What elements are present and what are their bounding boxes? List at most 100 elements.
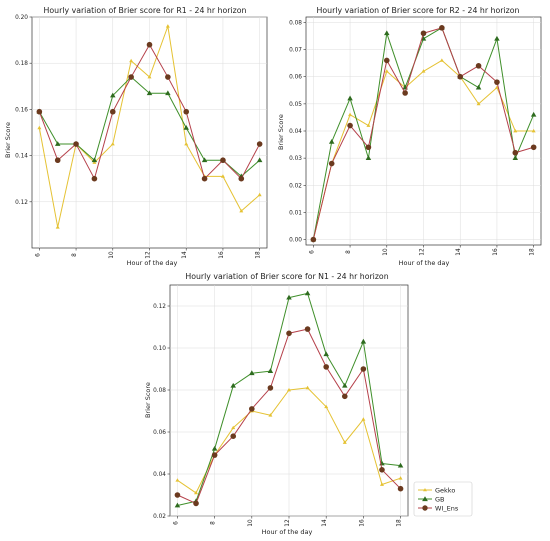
y-tick-labels: 0.02 0.04 0.06 0.08 0.10 0.12 [153,304,170,520]
grid [306,17,541,245]
data-point-wi-ens [402,90,408,96]
x-tick-labels: 6 8 10 12 14 16 18 [173,516,403,527]
legend-label-gb: GB [435,496,445,504]
y-tick-label: 0.18 [15,61,28,67]
y-tick-label: 0.02 [289,183,302,189]
x-tick-label: 6 [309,250,315,254]
data-point-wi-ens [238,175,245,182]
data-point-gb [397,462,404,468]
data-point-gekko [379,482,384,486]
data-point-gb [360,338,367,344]
data-point-gb [347,95,353,101]
data-point-wi-ens [220,157,226,164]
data-point-gekko [92,160,97,164]
data-point-gekko [287,387,291,392]
x-tick-label: 12 [146,251,152,259]
data-point-gekko [55,225,60,229]
data-point-wi-ens [328,160,335,167]
x-tick-labels: 6 8 10 12 14 16 18 [309,245,536,256]
series-layer [36,24,263,229]
data-point-wi-ens [457,73,464,80]
y-tick-label: 0.05 [289,102,302,108]
data-point-gekko [398,476,403,480]
x-tick-label: 10 [109,251,115,259]
data-point-gekko [220,174,225,178]
x-tick-label: 14 [322,519,328,527]
data-point-gb [91,157,98,163]
x-tick-label: 16 [493,248,499,256]
x-tick-label: 10 [383,248,389,256]
data-point-gekko [476,101,481,106]
data-point-wi-ens [439,25,445,31]
data-point-gekko [439,58,444,62]
data-point-wi-ens [73,141,79,147]
chart-title: Hourly variation of Brier score for R1 -… [44,6,247,15]
data-point-gekko [257,192,262,197]
y-tick-label: 0.08 [289,20,302,26]
data-point-gekko [184,141,189,146]
legend-marker-wi-ens [422,505,428,511]
y-tick-labels: 0.12 0.14 0.16 0.18 0.20 [15,15,32,206]
data-point-gb [494,35,500,41]
data-point-wi-ens [183,108,190,115]
data-point-gb [304,290,311,296]
data-point-gb [230,382,236,388]
y-tick-label: 0.01 [289,210,302,216]
data-point-gekko [305,385,310,390]
data-point-wi-ens [512,149,519,156]
legend-label-gekko: Gekko [435,487,455,495]
data-point-wi-ens [230,433,237,440]
y-tick-label: 0.00 [289,238,302,244]
y-tick-label: 0.02 [153,514,166,520]
data-point-wi-ens [54,157,61,164]
y-axis-label: Brier Score [277,114,285,150]
data-point-gb [384,30,390,36]
y-axis-label: Brier Score [144,382,152,418]
data-point-gekko [494,85,499,89]
data-point-gekko [342,440,347,444]
data-point-wi-ens [211,452,218,458]
data-point-wi-ens [109,108,116,115]
data-point-gb [146,90,153,96]
y-tick-label: 0.12 [153,304,166,310]
x-tick-label: 8 [72,253,78,257]
legend-marker-gekko [423,488,427,492]
data-point-wi-ens [530,144,537,151]
data-point-wi-ens [360,366,367,372]
x-tick-label: 8 [346,250,352,254]
data-point-gekko [194,490,199,495]
legend-entry-wi-ens: WI_Ens [418,505,459,513]
x-axis-label: Hour of the day [399,259,450,267]
data-point-gb [174,502,181,508]
data-point-gb [530,111,537,117]
data-point-wi-ens [36,108,43,115]
x-tick-label: 18 [530,248,536,256]
data-point-gb [256,157,263,163]
data-point-gb [201,157,208,163]
chart-title: Hourly variation of Brier score for R2 -… [317,6,520,15]
y-tick-label: 0.20 [15,15,28,21]
data-point-gb [267,368,274,373]
series-layer [310,24,537,243]
data-point-gb [323,351,329,357]
data-point-gekko [231,425,236,430]
x-tick-label: 16 [219,251,225,259]
y-tick-label: 0.16 [15,107,28,113]
data-point-wi-ens [347,122,353,129]
y-tick-label: 0.07 [289,48,302,54]
data-point-wi-ens [91,175,98,182]
x-tick-label: 14 [182,251,188,259]
data-point-gb [475,84,482,90]
data-point-gb [286,294,292,300]
data-point-wi-ens [201,175,208,182]
y-tick-label: 0.06 [153,430,166,436]
data-point-gb [328,138,335,144]
data-point-wi-ens [165,74,171,80]
y-axis-label: Brier Score [4,122,12,158]
x-tick-label: 6 [173,521,179,525]
y-tick-label: 0.04 [153,472,166,478]
data-point-wi-ens [256,141,263,147]
y-tick-label: 0.04 [289,129,302,135]
data-point-gekko [366,123,371,127]
